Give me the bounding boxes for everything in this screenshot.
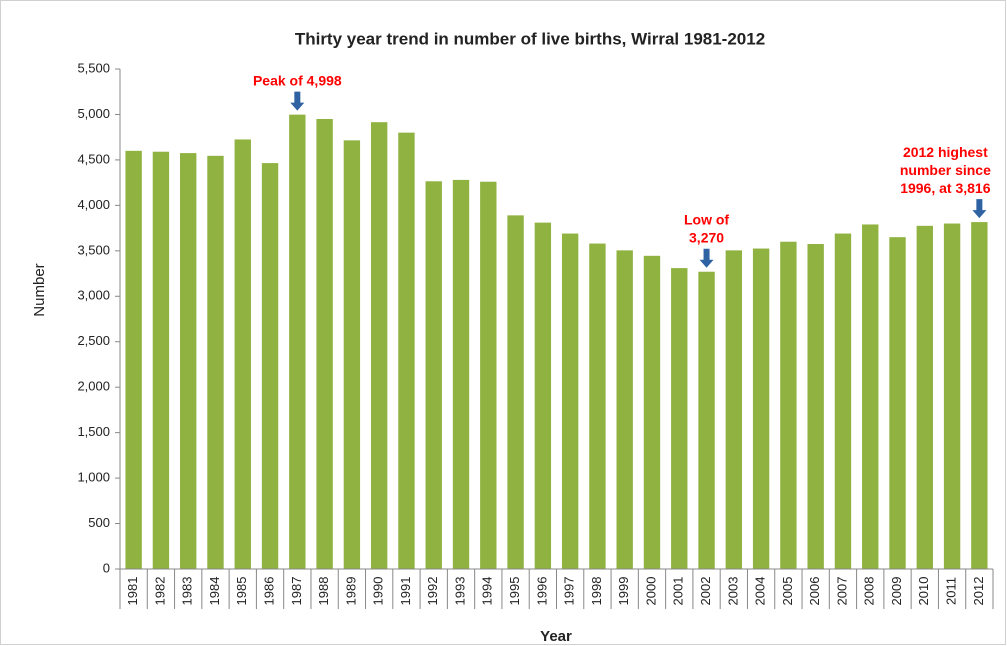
bar (752, 248, 770, 569)
x-tick-label: 2002 (698, 577, 713, 606)
y-tick-label: 1,500 (77, 424, 110, 439)
bar (480, 181, 497, 569)
y-tick-label: 0 (103, 560, 110, 575)
bar (207, 155, 224, 569)
bar (834, 233, 852, 569)
annotation-text: Peak of 4,998 (253, 72, 342, 88)
x-tick-label: 2005 (780, 577, 795, 606)
x-tick-label: 1989 (343, 577, 358, 606)
x-tick-label: 1990 (371, 577, 386, 606)
bar (343, 140, 361, 569)
x-tick-label: 2001 (671, 577, 686, 606)
x-tick-label: 2000 (643, 577, 658, 606)
x-tick-label: 1984 (207, 577, 222, 606)
bar (971, 222, 988, 569)
x-tick-label: 1995 (507, 577, 522, 606)
x-tick-label: 1983 (180, 577, 195, 606)
bar (725, 250, 743, 569)
x-tick-label: 1986 (261, 577, 276, 606)
x-tick-label: 2003 (725, 577, 740, 606)
bar (862, 224, 879, 570)
x-tick-label: 1994 (480, 577, 495, 606)
y-tick-label: 500 (88, 515, 110, 530)
bar (507, 215, 524, 569)
bar (616, 250, 633, 569)
x-tick-label: 1998 (589, 577, 604, 606)
y-tick-label: 3,500 (77, 242, 110, 257)
annotation-text: 2012 highest (903, 144, 988, 160)
chart-title: Thirty year trend in number of live birt… (295, 29, 765, 48)
y-tick-label: 5,500 (77, 60, 110, 75)
bar (452, 179, 470, 569)
annotation-text: 3,270 (689, 229, 724, 245)
bar (180, 153, 197, 569)
x-tick-label: 2004 (753, 577, 768, 606)
bar (289, 114, 306, 570)
annotation-text: Low of (684, 211, 729, 227)
bar (534, 222, 552, 570)
bar (780, 241, 797, 569)
x-tick-label: 1999 (616, 577, 631, 606)
y-tick-label: 4,000 (77, 197, 110, 212)
annotation-arrow (699, 248, 714, 268)
annotation-arrow (972, 199, 987, 219)
x-tick-label: 1991 (398, 577, 413, 606)
bar (889, 237, 906, 569)
x-tick-label: 1997 (562, 577, 577, 606)
x-tick-label: 1988 (316, 577, 331, 606)
bar (943, 223, 961, 569)
x-tick-label: 1982 (152, 577, 167, 606)
x-tick-label: 1996 (534, 577, 549, 606)
annotation-arrow (290, 91, 305, 111)
x-tick-label: 2010 (916, 577, 931, 606)
y-tick-label: 3,000 (77, 288, 110, 303)
x-tick-label: 2007 (834, 577, 849, 606)
x-tick-label: 2011 (944, 577, 959, 605)
bar (671, 268, 688, 569)
bar (589, 243, 606, 569)
y-tick-label: 1,000 (77, 470, 110, 485)
annotation-text: number since (900, 162, 991, 178)
bar (916, 225, 933, 569)
bar (807, 244, 824, 569)
bar (425, 181, 442, 570)
x-tick-label: 2012 (971, 577, 986, 606)
x-axis-title: Year (540, 628, 572, 645)
bar (643, 255, 661, 569)
x-tick-label: 1993 (452, 577, 467, 606)
bar (398, 132, 415, 570)
bar (561, 233, 579, 569)
x-tick-label: 1987 (289, 577, 304, 606)
x-tick-label: 1985 (234, 577, 249, 606)
bar (261, 163, 279, 569)
bar (698, 271, 715, 569)
bar (316, 119, 333, 569)
y-tick-label: 2,500 (77, 333, 110, 348)
x-tick-label: 2008 (862, 577, 877, 606)
y-axis-title: Number (31, 263, 48, 316)
y-tick-label: 4,500 (77, 151, 110, 166)
y-tick-label: 2,000 (77, 379, 110, 394)
bar (125, 150, 142, 569)
y-tick-label: 5,000 (77, 106, 110, 121)
bar (234, 139, 251, 570)
x-tick-label: 2009 (889, 577, 904, 606)
bar (152, 151, 170, 569)
x-tick-label: 2006 (807, 577, 822, 606)
annotation-text: 1996, at 3,816 (900, 180, 991, 196)
x-tick-label: 1992 (425, 577, 440, 606)
bar (370, 122, 388, 569)
x-tick-label: 1981 (125, 577, 140, 606)
